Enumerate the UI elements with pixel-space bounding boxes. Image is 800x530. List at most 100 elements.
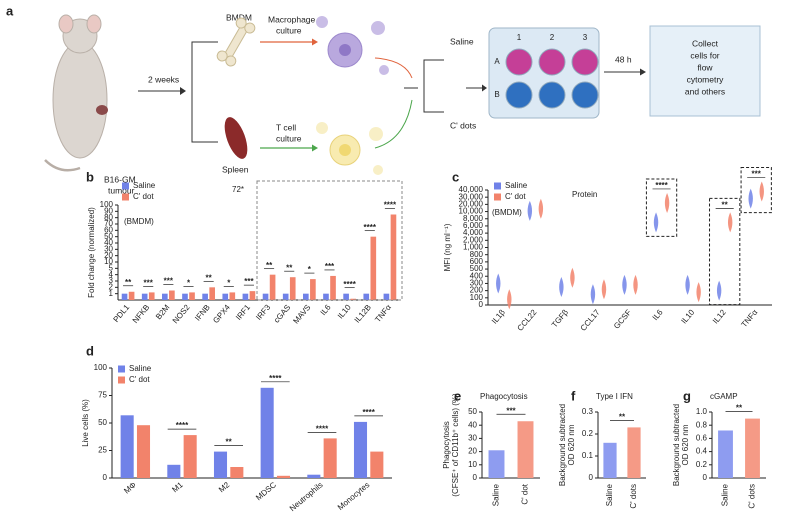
y-tick-label: 0 [589, 473, 594, 482]
y-tick-label: 0.8 [696, 420, 708, 429]
significance: *** [144, 279, 154, 288]
bar [289, 277, 296, 300]
y-tick-label: 2 [109, 282, 114, 291]
y-tick-label: 50 [98, 418, 107, 427]
bar [209, 287, 215, 300]
bar [390, 214, 397, 300]
significance: ** [125, 278, 132, 287]
legend-swatch [494, 193, 501, 201]
x-tick-label: Neutrophils [288, 480, 325, 513]
y-axis-label: Phagocytosis [442, 421, 451, 469]
y-tick-label: 1,000 [463, 243, 484, 252]
incubation: 48 h [615, 54, 632, 64]
plate-column: 3 [583, 33, 588, 42]
violin [507, 289, 512, 310]
x-tick-label: Saline [605, 483, 614, 506]
x-tick-label: GCSF [612, 308, 633, 331]
y-tick-label: 10 [468, 460, 477, 469]
y-tick-label: 500 [470, 264, 484, 273]
bar [323, 438, 337, 478]
y-tick-label: 20 [104, 251, 113, 260]
collect-text: cells for [690, 50, 719, 60]
bar [330, 275, 336, 300]
y-tick-label: 0 [479, 300, 484, 309]
significance: **** [316, 425, 329, 434]
y-tick-label: 0.1 [582, 451, 594, 460]
y-tick-label: 300 [470, 279, 484, 288]
y-tick-label: 90 [104, 206, 113, 215]
x-tick-label: Saline [492, 483, 501, 506]
plate-column: 2 [550, 33, 555, 42]
x-tick-label: IRF3 [254, 302, 272, 321]
violin [748, 188, 753, 209]
x-tick-label: IL10 [336, 302, 353, 320]
bar [603, 442, 617, 478]
bar [260, 387, 274, 478]
bar [213, 451, 228, 478]
y-tick-label: 0 [703, 473, 708, 482]
y-tick-label: 1.0 [696, 407, 708, 416]
bar [383, 293, 390, 300]
condition-label: C' dots [450, 120, 476, 130]
y-tick-label: 25 [98, 446, 107, 455]
bar [183, 435, 197, 478]
x-tick-label: C' dots [629, 484, 638, 509]
bar [276, 475, 291, 478]
plate-row: A [494, 57, 500, 66]
plate-row: B [494, 90, 499, 99]
legend-swatch [122, 182, 129, 190]
significance: *** [244, 277, 254, 286]
culture-label: culture [276, 25, 302, 35]
bar [627, 427, 641, 478]
x-tick-label: IL10 [679, 307, 696, 325]
highlight-box [256, 180, 403, 301]
arrowhead [180, 87, 186, 95]
violin [570, 267, 575, 288]
violin [759, 181, 764, 202]
y-tick-label: 4 [109, 270, 114, 279]
tumour [96, 105, 108, 115]
panel-label: e [454, 388, 461, 403]
bar [121, 293, 128, 300]
tumour-label: B16-GM [104, 174, 136, 184]
bone [216, 17, 256, 67]
mouse-body [52, 41, 108, 159]
bar [323, 293, 329, 300]
significance: *** [164, 277, 174, 286]
y-tick-label: 100 [100, 200, 114, 209]
violin [716, 280, 722, 301]
y-axis-label: MFI (ng ml⁻¹) [443, 223, 452, 271]
panel-label: b [86, 169, 94, 184]
spleen-label: Spleen [222, 164, 249, 174]
x-tick-label: CCL22 [516, 307, 539, 332]
y-tick-label: 6,000 [463, 221, 484, 230]
arrowhead [482, 84, 487, 92]
significance: * [308, 265, 312, 274]
y-axis-label: Background subtracted [672, 404, 681, 486]
y-tick-label: 80 [104, 213, 113, 222]
x-tick-label: IL6 [319, 302, 333, 317]
y-tick-label: 800 [470, 250, 484, 259]
significance: ** [736, 404, 743, 413]
y-tick-label: 70 [104, 219, 113, 228]
significance: **** [343, 280, 356, 289]
y-axis-label: Live cells (%) [81, 399, 90, 447]
arrowhead [312, 38, 318, 46]
panel-label: a [6, 3, 14, 18]
significance: ** [266, 261, 273, 270]
bar [718, 430, 733, 478]
annotation: 72* [232, 185, 244, 194]
legend-label: Saline [129, 364, 152, 373]
x-tick-label: M1 [170, 480, 185, 494]
highlight-box [709, 197, 741, 306]
bar [363, 293, 370, 300]
bar [167, 464, 181, 478]
legend-swatch [118, 376, 125, 384]
plate-column: 1 [517, 33, 522, 42]
y-tick-label: 0.3 [582, 407, 594, 416]
legend-swatch [122, 193, 129, 201]
mouse-ear [86, 14, 102, 34]
bracket [191, 41, 218, 143]
y-tick-label: 75 [98, 391, 107, 400]
